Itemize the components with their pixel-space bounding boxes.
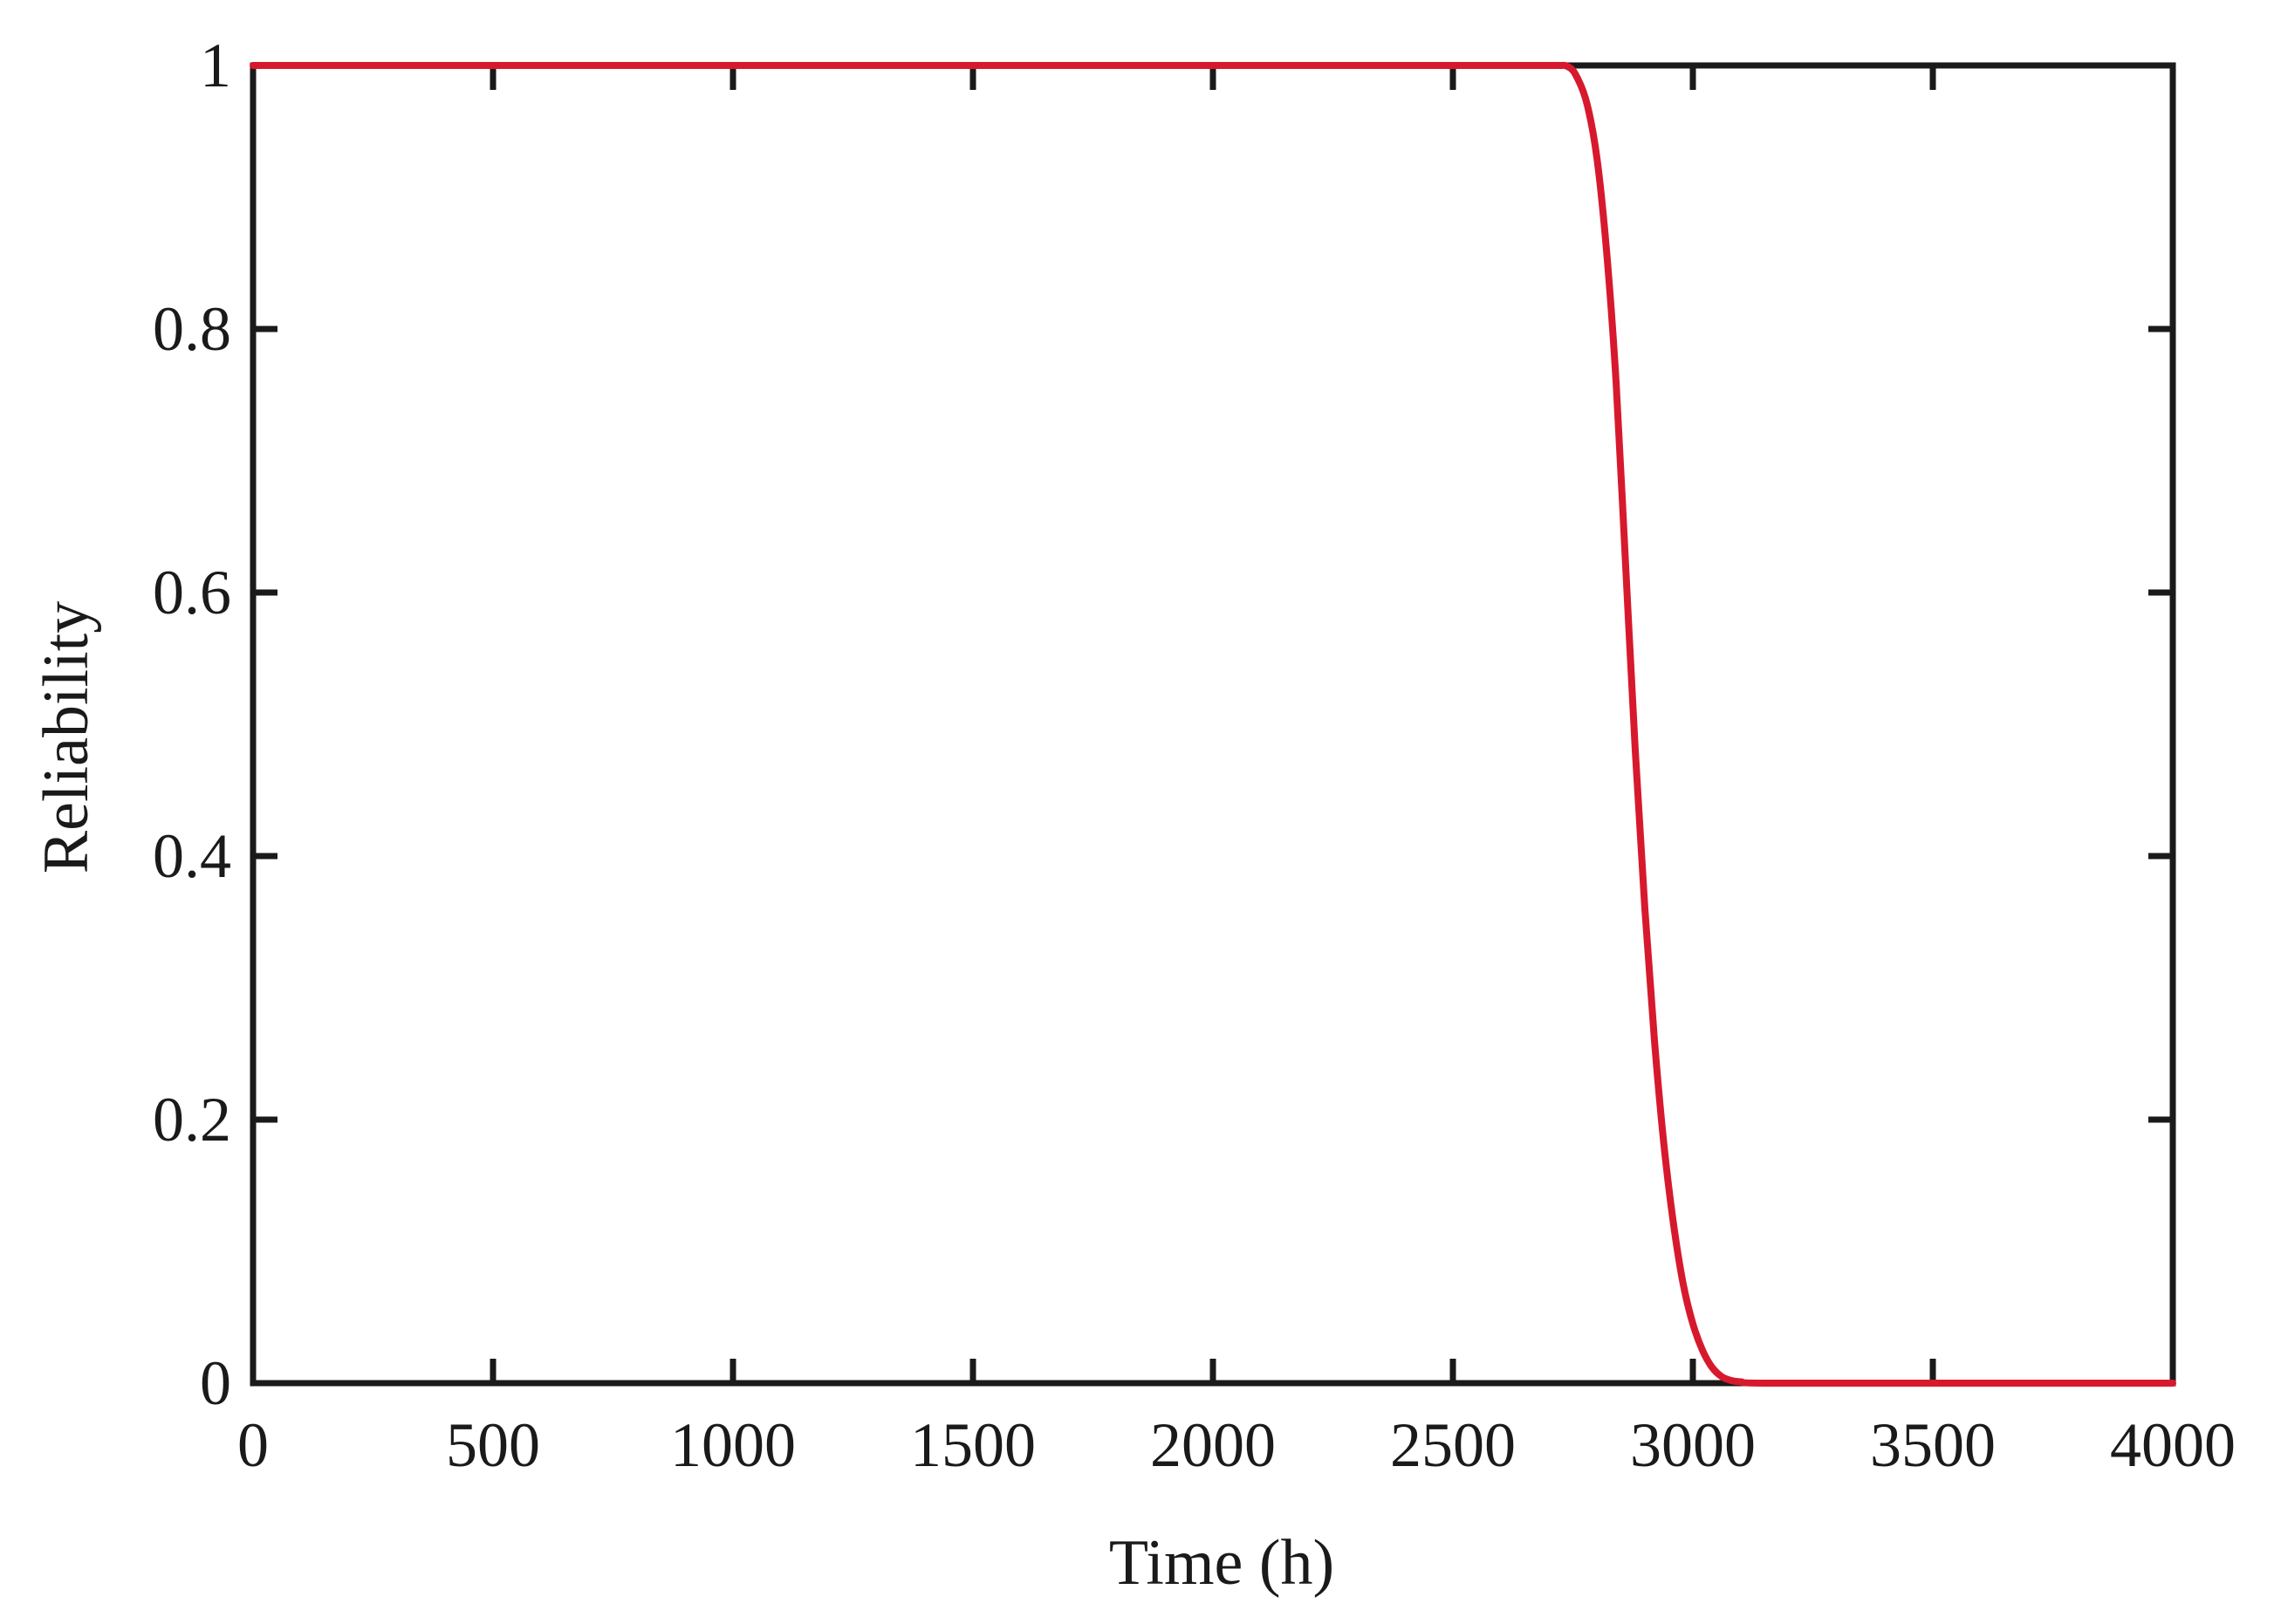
x-tick-label: 3500 <box>1870 1410 1996 1480</box>
x-tick-label: 2000 <box>1150 1410 1276 1480</box>
y-tick-label: 0.6 <box>153 558 231 627</box>
x-tick-label: 1000 <box>670 1410 796 1480</box>
plot-frame <box>253 65 2173 1383</box>
plot-area <box>253 65 2173 1383</box>
x-tick-label: 0 <box>237 1410 269 1480</box>
x-tick-label: 500 <box>446 1410 540 1480</box>
y-tick-label: 1 <box>200 31 231 100</box>
x-axis-title: Time (h) <box>1109 1527 1334 1599</box>
x-tick-label: 3000 <box>1630 1410 1756 1480</box>
y-axis-title: Reliability <box>31 601 102 874</box>
x-tick-label: 4000 <box>2110 1410 2236 1480</box>
y-tick-label: 0.8 <box>153 294 231 364</box>
x-tick-label: 1500 <box>910 1410 1036 1480</box>
y-tick-label: 0 <box>200 1348 231 1418</box>
y-tick-label: 0.4 <box>153 821 231 891</box>
y-tick-label: 0.2 <box>153 1085 231 1155</box>
x-tick-label: 2500 <box>1390 1410 1516 1480</box>
